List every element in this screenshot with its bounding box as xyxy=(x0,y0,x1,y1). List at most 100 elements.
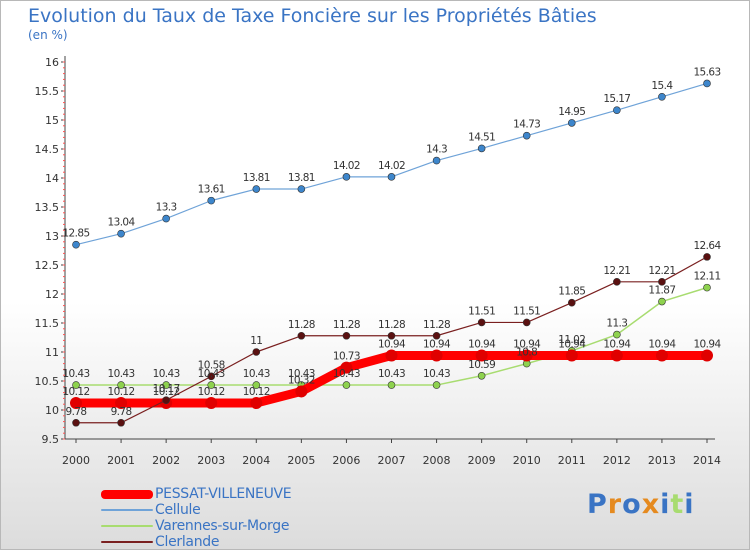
chart-legend: PESSAT-VILLENEUVE Cellule Varennes-sur-M… xyxy=(101,486,292,550)
data-point-cellule xyxy=(658,93,666,101)
data-point-cellule xyxy=(432,156,441,165)
data-label-cellule: 12.85 xyxy=(62,228,89,240)
data-label-cellule: 15.17 xyxy=(603,93,630,105)
data-point-clerlande xyxy=(703,253,711,261)
data-point-varennes xyxy=(162,381,170,389)
y-tick-label: 10.5 xyxy=(35,375,60,388)
data-point-clerlande xyxy=(342,331,351,340)
data-label-cellule: 14.3 xyxy=(426,144,447,156)
x-tick-label: 2009 xyxy=(468,454,496,467)
data-point-pessat xyxy=(565,349,578,362)
legend-label-cellule: Cellule xyxy=(155,502,201,518)
y-tick-label: 12.5 xyxy=(35,259,60,272)
data-point-pessat xyxy=(610,349,623,362)
x-tick-label: 2013 xyxy=(648,454,676,467)
data-point-cellule xyxy=(297,185,306,193)
data-point-clerlande xyxy=(522,318,531,327)
data-label-varennes: 10.43 xyxy=(333,368,360,380)
data-label-varennes: 11.87 xyxy=(648,285,675,297)
legend-swatch-clerlande xyxy=(101,541,153,543)
data-label-cellule: 14.02 xyxy=(378,160,405,172)
x-tick-label: 2002 xyxy=(152,454,180,467)
data-label-pessat: 10.94 xyxy=(558,338,586,350)
data-point-cellule xyxy=(522,131,531,140)
data-point-cellule xyxy=(252,185,261,193)
data-label-clerlande: 11.28 xyxy=(423,319,450,331)
data-point-clerlande xyxy=(207,372,216,381)
data-label-pessat: 10.94 xyxy=(468,338,496,350)
data-label-clerlande: 10.58 xyxy=(198,359,225,371)
legend-item-cellule: Cellule xyxy=(101,502,291,518)
data-point-clerlande xyxy=(72,418,80,427)
data-label-pessat: 10.32 xyxy=(288,374,315,386)
data-point-clerlande xyxy=(432,331,441,340)
data-label-pessat: 10.94 xyxy=(603,338,631,350)
legend-label-varennes: Varennes-sur-Morge xyxy=(155,518,290,534)
data-label-cellule: 13.61 xyxy=(198,184,225,196)
data-point-pessat xyxy=(205,397,218,410)
data-label-clerlande: 11.28 xyxy=(378,319,405,331)
legend-swatch-varennes xyxy=(101,525,153,527)
data-label-pessat: 10.73 xyxy=(333,351,360,363)
data-point-cellule xyxy=(207,196,216,205)
data-point-clerlande xyxy=(658,278,666,286)
data-point-cellule xyxy=(342,173,351,181)
y-tick-label: 12 xyxy=(45,288,59,301)
data-label-clerlande: 11.85 xyxy=(558,286,585,298)
data-label-clerlande: 11.28 xyxy=(333,319,360,331)
legend-swatch-cellule xyxy=(101,509,153,511)
y-tick-label: 15 xyxy=(45,114,59,127)
data-point-clerlande xyxy=(252,348,261,356)
data-point-cellule xyxy=(477,144,486,153)
y-tick-label: 9.5 xyxy=(42,433,60,446)
data-point-varennes xyxy=(252,381,261,389)
logo-letter: t xyxy=(670,489,685,520)
data-label-pessat: 10.12 xyxy=(108,386,135,398)
x-tick-label: 2014 xyxy=(693,454,721,467)
data-point-clerlande xyxy=(477,318,486,327)
data-label-pessat: 10.12 xyxy=(153,386,180,398)
x-tick-label: 2003 xyxy=(197,454,225,467)
data-label-clerlande: 11 xyxy=(250,335,262,347)
data-label-cellule: 14.51 xyxy=(468,131,495,143)
data-label-varennes: 12.11 xyxy=(693,271,720,283)
data-point-pessat xyxy=(430,349,443,362)
legend-label-pessat: PESSAT-VILLENEUVE xyxy=(155,486,292,502)
data-point-pessat xyxy=(475,349,488,362)
data-label-pessat: 10.94 xyxy=(648,338,676,350)
x-tick-label: 2004 xyxy=(242,454,270,467)
chart-subtitle: (en %) xyxy=(28,28,68,42)
data-point-clerlande xyxy=(117,418,125,427)
y-tick-label: 14 xyxy=(45,172,59,185)
data-label-varennes: 10.43 xyxy=(243,368,270,380)
y-tick-label: 13.5 xyxy=(35,201,60,214)
data-label-cellule: 13.81 xyxy=(243,172,270,184)
data-point-varennes xyxy=(703,283,711,292)
legend-item-clerlande: Clerlande xyxy=(101,534,291,550)
logo-letter: i xyxy=(660,489,671,520)
x-tick-label: 2005 xyxy=(287,454,315,467)
data-point-pessat xyxy=(295,385,308,398)
data-point-clerlande xyxy=(387,331,396,340)
data-label-pessat: 10.94 xyxy=(423,338,451,350)
data-label-clerlande: 9.78 xyxy=(66,406,87,418)
legend-item-pessat: PESSAT-VILLENEUVE xyxy=(101,486,292,502)
data-label-clerlande: 11.28 xyxy=(288,319,315,331)
data-point-cellule xyxy=(703,79,711,88)
data-point-cellule xyxy=(613,106,621,114)
data-point-varennes xyxy=(117,381,125,389)
y-tick-label: 10 xyxy=(45,404,59,417)
data-point-clerlande xyxy=(162,396,170,404)
logo-letter: r xyxy=(607,489,623,520)
y-tick-label: 11.5 xyxy=(35,317,60,330)
proxiti-logo: Proxiti xyxy=(587,489,695,520)
legend-swatch-pessat xyxy=(101,489,153,499)
data-label-clerlande: 9.78 xyxy=(111,406,132,418)
data-point-varennes xyxy=(658,297,666,306)
data-label-clerlande: 11.51 xyxy=(513,305,540,317)
data-point-pessat xyxy=(70,397,82,410)
data-point-clerlande xyxy=(297,331,306,340)
data-point-pessat xyxy=(340,361,353,374)
data-label-cellule: 13.04 xyxy=(108,217,136,229)
data-point-varennes xyxy=(387,381,396,389)
